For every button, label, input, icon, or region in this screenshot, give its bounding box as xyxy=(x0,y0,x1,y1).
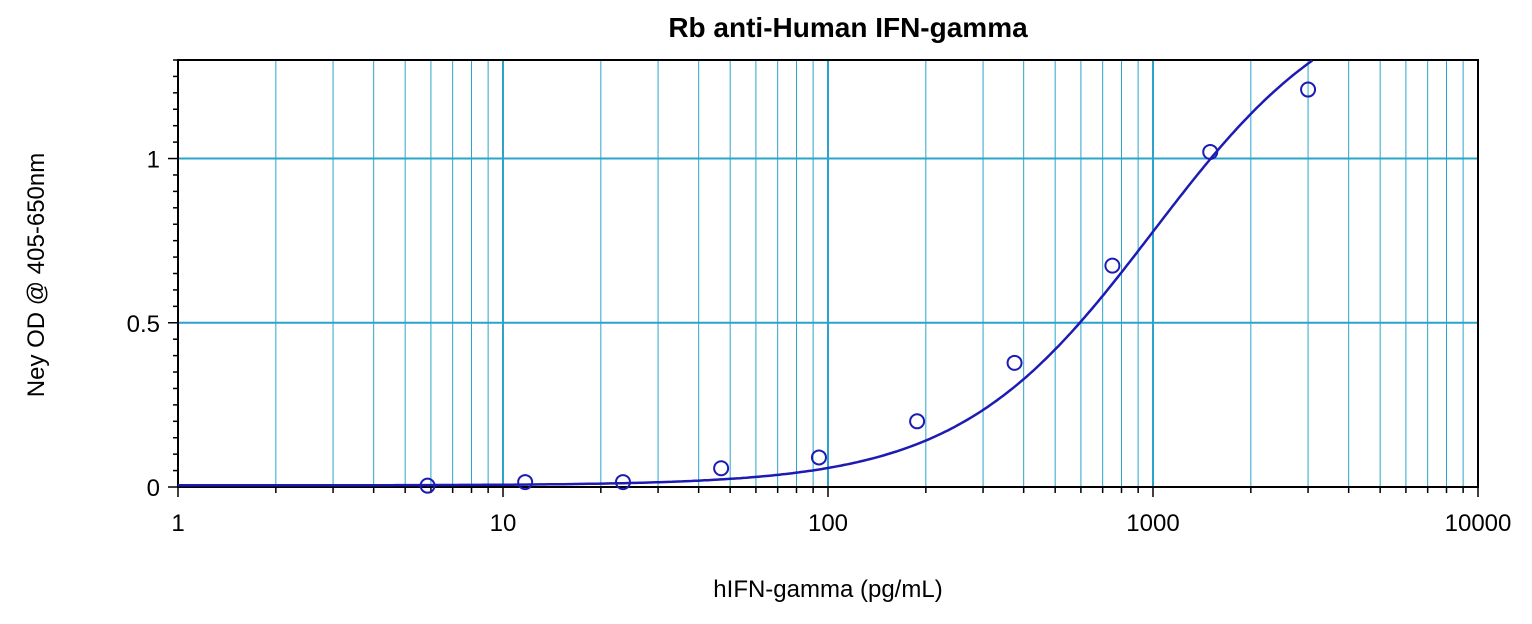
data-point xyxy=(909,413,926,430)
y-tick-label: 0.5 xyxy=(127,311,160,338)
grid xyxy=(178,60,1478,487)
x-tick-label: 10000 xyxy=(1445,510,1512,537)
data-points xyxy=(419,81,1317,494)
data-point xyxy=(1104,257,1121,274)
y-tick-label: 0 xyxy=(147,475,160,502)
data-point xyxy=(1202,143,1219,160)
x-tick-label: 100 xyxy=(808,510,848,537)
x-tick-label: 1000 xyxy=(1126,510,1179,537)
axis-ticks xyxy=(168,59,1479,497)
data-point xyxy=(1300,81,1317,98)
chart-title: Rb anti-Human IFN-gamma xyxy=(668,12,1028,43)
fit-curve xyxy=(178,59,1314,487)
x-axis-label: hIFN-gamma (pg/mL) xyxy=(713,576,942,603)
data-point xyxy=(713,460,730,477)
data-point xyxy=(1006,354,1023,371)
data-point xyxy=(614,474,631,491)
x-tick-label: 10 xyxy=(490,510,517,537)
y-tick-label: 1 xyxy=(147,147,160,174)
y-axis-label: Ney OD @ 405-650nm xyxy=(23,153,50,397)
x-tick-labels: 1 10 100 1000 10000 xyxy=(171,510,1511,537)
y-tick-labels: 00.51 xyxy=(127,147,160,502)
data-point xyxy=(419,477,436,494)
data-point xyxy=(810,449,827,466)
x-tick-label: 1 xyxy=(171,510,184,537)
data-point xyxy=(517,474,534,491)
